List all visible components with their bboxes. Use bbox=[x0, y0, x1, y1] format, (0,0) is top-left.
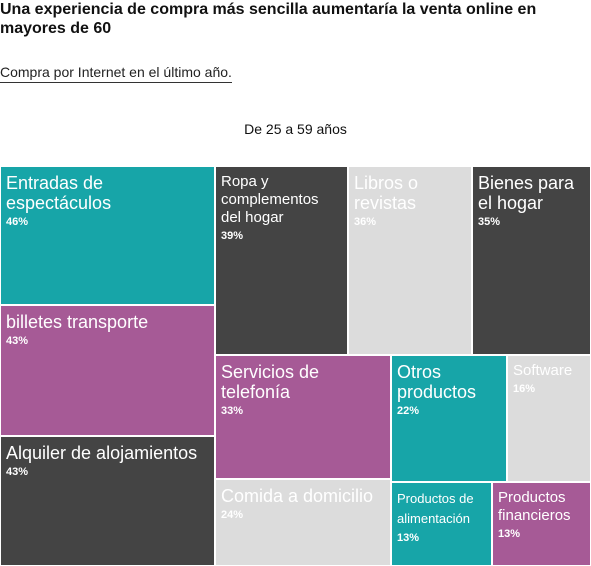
tile-value: 46% bbox=[6, 216, 29, 228]
tile-value: 13% bbox=[397, 532, 420, 544]
treemap-tile[interactable]: Alquiler de alojamientos 43% bbox=[0, 436, 215, 566]
treemap-tile[interactable]: Ropa y complementos del hogar 39% bbox=[215, 166, 348, 355]
treemap-tile[interactable]: Comida a domicilio 24% bbox=[215, 479, 391, 566]
treemap-tile[interactable]: Servicios de telefonía 33% bbox=[215, 355, 391, 479]
chart-title: Una experiencia de compra más sencilla a… bbox=[0, 1, 537, 37]
tile-value: 13% bbox=[498, 528, 521, 540]
treemap-tile[interactable]: Software 16% bbox=[507, 355, 591, 482]
tile-label: Otros productos bbox=[397, 362, 477, 402]
tile-label: Servicios de telefonía bbox=[221, 362, 320, 402]
treemap-tile[interactable]: billetes transporte 43% bbox=[0, 305, 215, 436]
tile-value: 24% bbox=[221, 509, 244, 521]
tile-value: 43% bbox=[6, 335, 29, 347]
tile-value: 22% bbox=[397, 405, 420, 417]
tile-label: Alquiler de alojamientos bbox=[6, 443, 198, 463]
tile-label: Productos de alimentación bbox=[397, 491, 474, 526]
tile-label: billetes transporte bbox=[6, 312, 149, 332]
tile-value: 16% bbox=[513, 383, 536, 395]
tile-label: Software bbox=[513, 362, 573, 379]
tile-label: Entradas de espectáculos bbox=[6, 173, 112, 213]
tile-value: 33% bbox=[221, 405, 244, 417]
tile-value: 35% bbox=[478, 216, 501, 228]
treemap-tile[interactable]: Productos financieros 13% bbox=[492, 482, 591, 566]
tile-value: 39% bbox=[221, 230, 244, 242]
treemap-tile[interactable]: Libros o revistas 36% bbox=[348, 166, 472, 355]
tile-label: Comida a domicilio bbox=[221, 486, 374, 506]
treemap-tile[interactable]: Otros productos 22% bbox=[391, 355, 507, 482]
tile-label: Libros o revistas bbox=[354, 173, 419, 213]
group-label: De 25 a 59 años bbox=[244, 121, 347, 137]
treemap-tile[interactable]: Bienes para el hogar 35% bbox=[472, 166, 591, 355]
tile-value: 36% bbox=[354, 216, 377, 228]
tile-label: Ropa y complementos del hogar bbox=[221, 173, 319, 226]
tile-value: 43% bbox=[6, 466, 29, 478]
chart-subtitle[interactable]: Compra por Internet en el último año. bbox=[0, 63, 232, 83]
tile-label: Bienes para el hogar bbox=[478, 173, 575, 213]
tile-label: Productos financieros bbox=[498, 489, 571, 524]
treemap-tile[interactable]: Entradas de espectáculos 46% bbox=[0, 166, 215, 305]
treemap-tile[interactable]: Productos de alimentación 13% bbox=[391, 482, 492, 566]
